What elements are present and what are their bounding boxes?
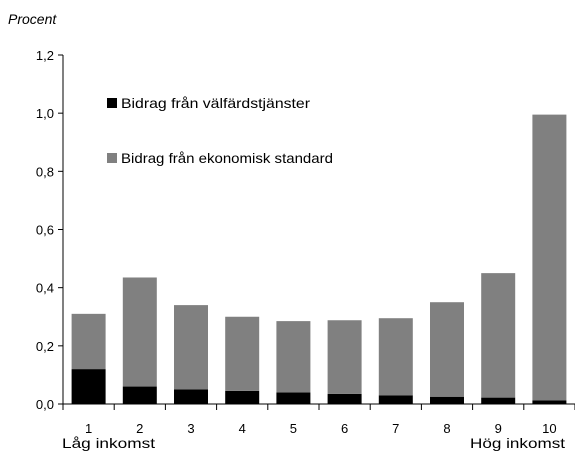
x-tick-label: 2 [136, 421, 143, 436]
y-tick-label: 0,8 [36, 164, 54, 179]
bar-economic-5 [276, 321, 311, 393]
bar-welfare-10 [532, 400, 567, 404]
y-ticks-group: 0,0 0,2 0,4 0,6 0,8 1,0 1,2 [36, 48, 63, 412]
bar-welfare-7 [378, 395, 413, 404]
bar-welfare-2 [122, 386, 157, 404]
x-ticks-group: 1 2 3 4 5 6 7 8 9 10 [62, 404, 575, 436]
bar-welfare-5 [276, 392, 311, 404]
bar-economic-7 [378, 318, 413, 396]
x-tick-label: 4 [239, 421, 246, 436]
y-tick-label: 0,2 [36, 339, 54, 354]
bar-economic-4 [225, 316, 260, 391]
x-tick-label: 3 [187, 421, 194, 436]
bar-welfare-6 [327, 393, 362, 404]
y-tick-label: 0,4 [36, 281, 54, 296]
bar-economic-3 [174, 305, 208, 390]
legend-swatch-welfare [107, 98, 117, 108]
bar-welfare-9 [481, 397, 516, 404]
legend: Bidrag från välfärdstjänster Bidrag från… [107, 95, 333, 166]
bar-economic-2 [122, 277, 157, 387]
y-tick-label: 1,0 [36, 106, 54, 121]
y-tick-label: 0,0 [36, 397, 54, 412]
bar-economic-10 [532, 114, 567, 401]
x-tick-label: 9 [495, 421, 502, 436]
bar-welfare-3 [174, 389, 208, 404]
x-tick-label: 10 [542, 421, 556, 436]
bar-welfare-8 [430, 396, 464, 404]
x-tick-label: 1 [85, 421, 92, 436]
bar-economic-8 [430, 302, 464, 397]
legend-label-welfare: Bidrag från välfärdstjänster [121, 95, 310, 111]
y-tick-label: 0,6 [36, 223, 54, 238]
x-annotation-high: Hög inkomst [470, 435, 565, 451]
bars-group [71, 114, 567, 404]
y-tick-label: 1,2 [36, 48, 54, 63]
legend-label-economic: Bidrag från ekonomisk standard [121, 150, 333, 166]
x-tick-label: 5 [290, 421, 297, 436]
bar-welfare-1 [71, 369, 106, 404]
x-tick-label: 8 [443, 421, 450, 436]
x-annotation-low: Låg inkomst [62, 435, 155, 451]
legend-swatch-economic [107, 153, 117, 163]
bar-economic-9 [481, 273, 516, 398]
x-tick-label: 6 [341, 421, 348, 436]
bar-economic-1 [71, 313, 106, 370]
bar-welfare-4 [225, 390, 260, 404]
y-axis-label: Procent [8, 11, 57, 27]
x-tick-label: 7 [392, 421, 399, 436]
bar-economic-6 [327, 320, 362, 394]
